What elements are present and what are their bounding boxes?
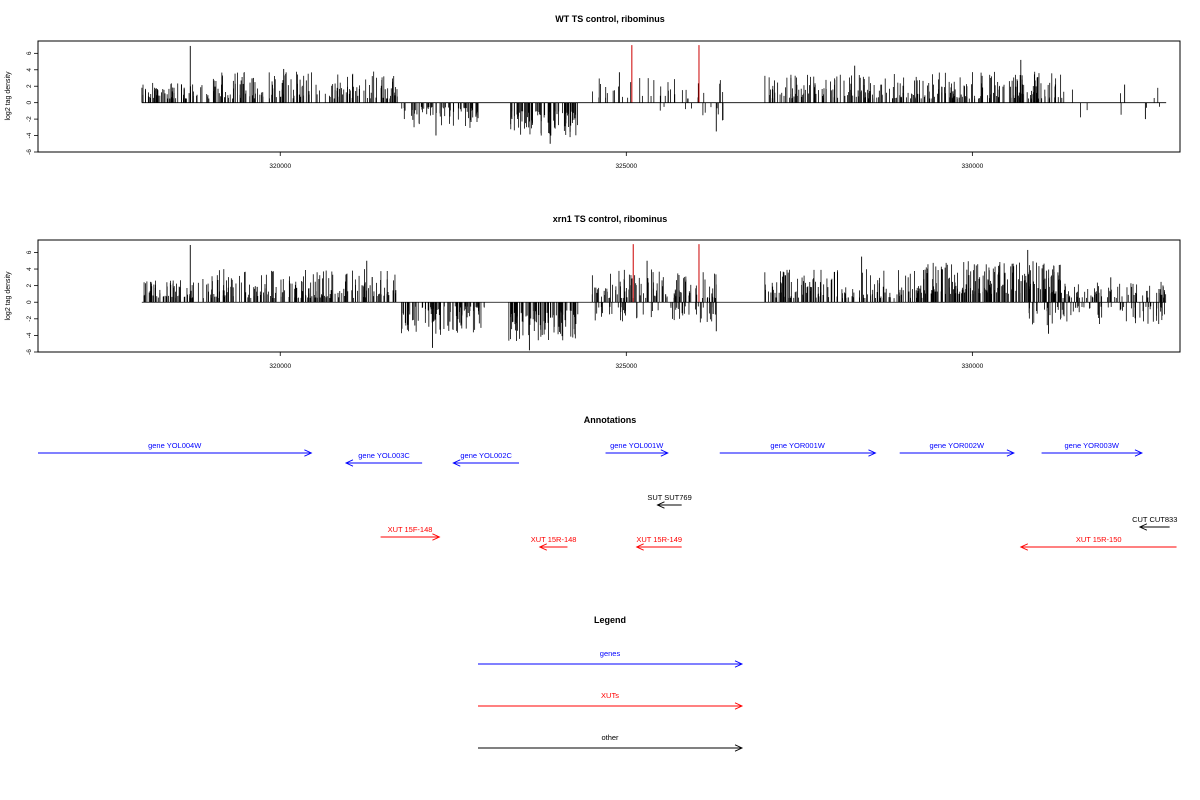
feature-gene: gene YOL001W [605,441,669,457]
legend-title: Legend [594,615,626,625]
feature-gene: gene YOL003C [344,451,423,467]
y-tick-label: -6 [26,149,33,155]
y-tick-label: 2 [26,84,33,88]
y-tick-label: -4 [26,132,33,138]
feature-arrowhead [344,459,354,467]
y-tick-label: 6 [26,51,33,55]
feature-arrowhead [1138,523,1148,531]
y-tick-label: -6 [26,349,33,355]
xrn1-highlighted-bars [632,244,700,303]
feature-label: gene YOL001W [610,441,664,450]
feature-arrowhead [1134,449,1144,457]
feature-arrowhead [635,543,644,551]
feature-label: XUT 15F-148 [388,525,433,534]
feature-arrowhead [452,459,461,467]
feature-XUT: XUT 15R-148 [531,535,577,551]
legend-entries: genes XUTs other [478,649,744,752]
feature-label: CUT CUT833 [1132,515,1177,524]
x-tick-label: 325000 [615,363,637,370]
feature-arrowhead [304,449,313,457]
feature-other: CUT CUT833 [1132,515,1177,531]
feature-label: gene YOR002W [930,441,985,450]
feature-other: SUT SUT769 [647,493,692,509]
xrn1-track-panel: xrn1 TS control, ribominus log2 tag dens… [5,214,1181,370]
annotations-title: Annotations [584,415,637,425]
legend-entry-label: XUTs [601,691,619,700]
y-tick-label: 2 [26,283,33,287]
feature-arrowhead [734,660,744,668]
xrn1-plot-frame [37,239,1181,353]
feature-XUT: XUT 15R-150 [1019,535,1177,551]
feature-label: XUT 15R-149 [636,535,682,544]
legend-entry-other: other [478,733,744,752]
y-tick-label: -2 [26,116,33,122]
annotation-features: gene YOL004W gene YOL003C gene YOL002C gene… [38,441,1177,551]
feature-label: XUT 15R-148 [531,535,577,544]
feature-label: XUT 15R-150 [1076,535,1122,544]
feature-arrowhead [734,702,744,710]
xrn1-bars [143,244,1167,351]
feature-arrowhead [656,501,665,509]
feature-gene: gene YOR002W [899,441,1015,457]
feature-XUT: XUT 15R-149 [635,535,682,551]
legend-entry-label: other [601,733,619,742]
wt-y-axis-label: log2 tag density [5,71,12,121]
feature-gene: gene YOR003W [1041,441,1144,457]
legend-entry-XUT: XUTs [478,691,744,710]
x-tick-label: 325000 [615,163,637,170]
feature-arrowhead [1006,449,1015,457]
feature-label: gene YOL002C [460,451,512,460]
wt-plot-frame [37,40,1181,153]
x-tick-label: 320000 [269,163,291,170]
feature-arrowhead [660,449,669,457]
xrn1-y-axis-label: log2 tag density [5,271,12,321]
feature-arrowhead [868,449,877,457]
x-tick-label: 330000 [962,363,984,370]
feature-XUT: XUT 15F-148 [380,525,441,541]
y-tick-label: -2 [26,316,33,322]
wt-bars [141,45,1160,144]
y-tick-label: -4 [26,332,33,338]
legend-entry-gene: genes [478,649,744,668]
y-tick-label: 4 [26,267,33,271]
wt-axis-ticks: 6 4 2 0 -2 -4 -6 320000 325000 330000 [26,51,984,170]
feature-label: gene YOL004W [148,441,202,450]
legend-entry-label: genes [600,649,621,658]
feature-label: SUT SUT769 [647,493,691,502]
x-tick-label: 320000 [269,363,291,370]
xrn1-axis-ticks: 6 4 2 0 -2 -4 -6 320000 325000 330000 [26,250,984,370]
y-tick-label: 6 [26,250,33,254]
feature-label: gene YOR001W [770,441,825,450]
feature-gene: gene YOR001W [719,441,877,457]
feature-arrowhead [734,744,744,752]
feature-arrowhead [432,533,441,541]
legend-panel: Legend genes XUTs other [478,615,744,752]
feature-gene: gene YOL002C [452,451,520,467]
feature-label: gene YOR003W [1065,441,1120,450]
feature-arrowhead [538,543,547,551]
wt-track-title: WT TS control, ribominus [555,14,665,24]
xrn1-track-title: xrn1 TS control, ribominus [553,214,668,224]
y-tick-label: 0 [26,300,33,304]
x-tick-label: 330000 [962,163,984,170]
feature-label: gene YOL003C [358,451,410,460]
wt-track-panel: WT TS control, ribominus log2 tag densit… [5,14,1181,170]
feature-arrowhead [1019,543,1028,551]
wt-highlighted-bars [631,45,700,103]
y-tick-label: 4 [26,68,33,72]
y-tick-label: 0 [26,100,33,104]
feature-gene: gene YOL004W [38,441,313,457]
